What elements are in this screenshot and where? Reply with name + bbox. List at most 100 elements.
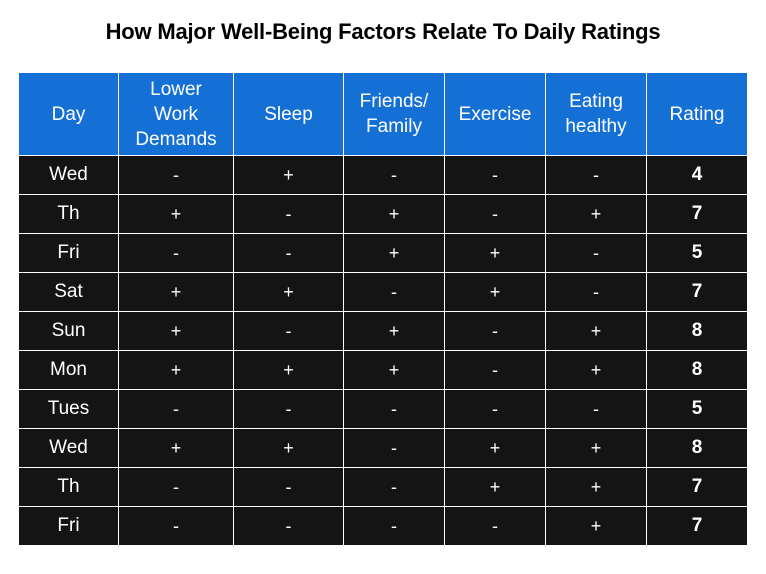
rating-cell: 8	[646, 311, 748, 351]
sleep-cell: -	[233, 194, 344, 234]
rating-cell: 5	[646, 389, 748, 429]
lower-work-demands-cell: +	[118, 272, 234, 312]
day-cell: Wed	[18, 155, 119, 195]
friends-family-cell: +	[343, 311, 445, 351]
sleep-cell: -	[233, 467, 344, 507]
header-label: Sleep	[264, 103, 313, 125]
friends-family-cell: -	[343, 506, 445, 546]
rating-cell: 7	[646, 272, 748, 312]
header-lower-work-demands: Lower Work Demands	[118, 72, 234, 156]
header-row: Day Lower Work Demands Sleep Friends/ Fa…	[18, 72, 748, 156]
sleep-cell: -	[233, 233, 344, 273]
lower-work-demands-cell: +	[118, 194, 234, 234]
exercise-cell: -	[444, 311, 546, 351]
header-label: Friends/	[359, 91, 429, 112]
friends-family-cell: -	[343, 272, 445, 312]
exercise-cell: +	[444, 428, 546, 468]
lower-work-demands-cell: -	[118, 389, 234, 429]
header-label: healthy	[565, 116, 627, 137]
rating-cell: 4	[646, 155, 748, 195]
eating-healthy-cell: +	[545, 467, 647, 507]
header-day: Day	[18, 72, 119, 156]
sleep-cell: +	[233, 350, 344, 390]
day-cell: Tues	[18, 389, 119, 429]
exercise-cell: +	[444, 467, 546, 507]
header-rating: Rating	[646, 72, 748, 156]
rating-cell: 5	[646, 233, 748, 273]
header-exercise: Exercise	[444, 72, 546, 156]
sleep-cell: -	[233, 311, 344, 351]
sleep-cell: -	[233, 389, 344, 429]
friends-family-cell: +	[343, 350, 445, 390]
header-label: Day	[51, 103, 86, 125]
table-row: Wed + + - + +8	[18, 428, 748, 468]
exercise-cell: -	[444, 350, 546, 390]
header-label: Lower	[150, 78, 202, 100]
table-row: Tues - - - - -5	[18, 389, 748, 429]
day-cell: Sun	[18, 311, 119, 351]
eating-healthy-cell: +	[545, 506, 647, 546]
day-cell: Fri	[18, 233, 119, 273]
eating-healthy-cell: +	[545, 311, 647, 351]
rating-cell: 7	[646, 467, 748, 507]
eating-healthy-cell: +	[545, 350, 647, 390]
header-eating-healthy: Eating healthy	[545, 72, 647, 156]
lower-work-demands-cell: +	[118, 350, 234, 390]
header-label: Family	[366, 116, 422, 137]
day-cell: Sat	[18, 272, 119, 312]
table-row: Mon + + + - +8	[18, 350, 748, 390]
lower-work-demands-cell: -	[118, 233, 234, 273]
chart-title: How Major Well-Being Factors Relate To D…	[105, 19, 661, 44]
exercise-cell: -	[444, 506, 546, 546]
header-label: Work	[154, 103, 198, 125]
eating-healthy-cell: +	[545, 428, 647, 468]
exercise-cell: -	[444, 194, 546, 234]
day-cell: Th	[18, 467, 119, 507]
day-cell: Wed	[18, 428, 119, 468]
header-label: Exercise	[458, 103, 532, 125]
eating-healthy-cell: -	[545, 233, 647, 273]
table-row: Th - - - + +7	[18, 467, 748, 507]
table-row: Th + - + - +7	[18, 194, 748, 234]
well-being-table: Day Lower Work Demands Sleep Friends/ Fa…	[18, 72, 748, 546]
rating-cell: 7	[646, 506, 748, 546]
friends-family-cell: -	[343, 389, 445, 429]
eating-healthy-cell: -	[545, 389, 647, 429]
friends-family-cell: +	[343, 194, 445, 234]
exercise-cell: -	[444, 155, 546, 195]
table-row: Fri - - + + -5	[18, 233, 748, 273]
eating-healthy-cell: -	[545, 155, 647, 195]
lower-work-demands-cell: -	[118, 155, 234, 195]
exercise-cell: +	[444, 272, 546, 312]
sleep-cell: +	[233, 272, 344, 312]
day-cell: Mon	[18, 350, 119, 390]
table-row: Fri - - - - +7	[18, 506, 748, 546]
sleep-cell: -	[233, 506, 344, 546]
header-label: Rating	[669, 103, 725, 125]
rating-cell: 8	[646, 350, 748, 390]
lower-work-demands-cell: +	[118, 311, 234, 351]
table-body: Wed - + - - -4 Th + - + - +7 Fri - - + + -5 Sat + + - + -7 Sun + -…	[18, 155, 748, 546]
friends-family-cell: -	[343, 428, 445, 468]
eating-healthy-cell: +	[545, 194, 647, 234]
lower-work-demands-cell: -	[118, 467, 234, 507]
eating-healthy-cell: -	[545, 272, 647, 312]
header-label: Demands	[135, 128, 217, 150]
lower-work-demands-cell: +	[118, 428, 234, 468]
exercise-cell: -	[444, 389, 546, 429]
rating-cell: 8	[646, 428, 748, 468]
header-friends-family: Friends/ Family	[343, 72, 445, 156]
friends-family-cell: -	[343, 155, 445, 195]
friends-family-cell: -	[343, 467, 445, 507]
rating-cell: 7	[646, 194, 748, 234]
sleep-cell: +	[233, 428, 344, 468]
day-cell: Fri	[18, 506, 119, 546]
table-row: Sun + - + - +8	[18, 311, 748, 351]
friends-family-cell: +	[343, 233, 445, 273]
sleep-cell: +	[233, 155, 344, 195]
header-sleep: Sleep	[233, 72, 344, 156]
table-row: Wed - + - - -4	[18, 155, 748, 195]
day-cell: Th	[18, 194, 119, 234]
table-row: Sat + + - + -7	[18, 272, 748, 312]
header-label: Eating	[569, 91, 623, 112]
